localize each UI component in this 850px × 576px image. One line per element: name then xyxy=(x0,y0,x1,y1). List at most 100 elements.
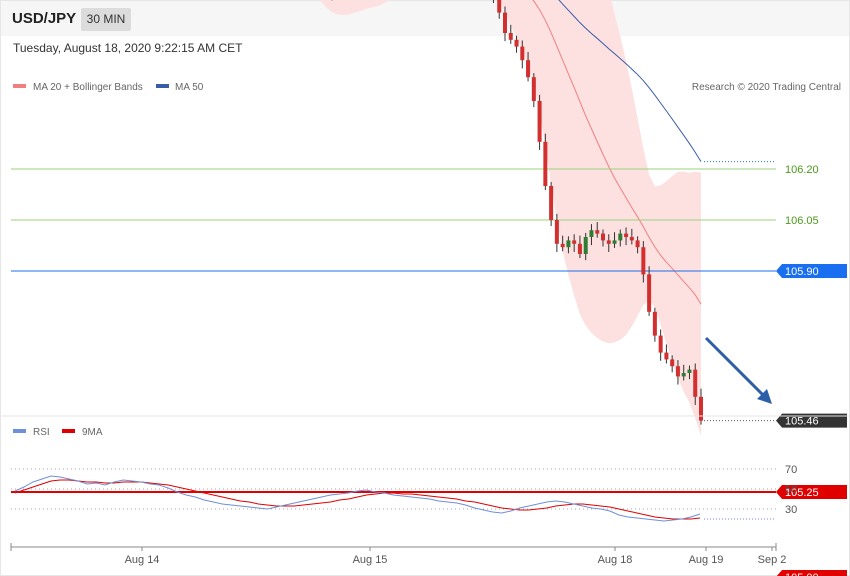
candle-body xyxy=(681,373,686,377)
rsi-legend-label: RSI xyxy=(33,427,50,438)
rsi-tick-label: 70 xyxy=(785,464,797,476)
candle xyxy=(520,40,525,69)
candle xyxy=(577,235,582,259)
candle-body xyxy=(543,141,548,186)
projection-arrow-shaft xyxy=(704,336,766,398)
ma20-line xyxy=(532,0,702,305)
last-price-label: 105.46 xyxy=(785,416,819,428)
candle xyxy=(508,24,513,44)
candle-body xyxy=(577,243,582,254)
bollinger-band xyxy=(319,0,701,436)
candle xyxy=(503,6,507,42)
candle xyxy=(681,364,686,381)
support-tag xyxy=(776,485,847,499)
candle xyxy=(514,35,519,53)
candle-body xyxy=(537,101,542,142)
candle-body xyxy=(560,243,565,248)
timeframe-button[interactable]: 30 MIN xyxy=(81,8,131,31)
candle-body xyxy=(520,46,525,61)
candle-body xyxy=(693,369,698,397)
candle xyxy=(549,181,554,227)
candle-body xyxy=(526,60,531,78)
rsi-tick-label: 30 xyxy=(785,504,797,516)
candle-body xyxy=(554,220,559,244)
candle-body xyxy=(589,230,594,237)
last-price-tag xyxy=(776,413,847,428)
rsi-ma-line xyxy=(14,479,701,520)
ma9-legend-label: 9MA xyxy=(82,427,103,438)
price-level-pivot: 105.90 xyxy=(11,264,847,278)
candle xyxy=(647,266,652,316)
candle-body xyxy=(618,233,623,241)
candle-body xyxy=(572,240,577,244)
candle xyxy=(537,94,542,150)
projection-arrow-head xyxy=(757,389,772,404)
support-label: 105.00 xyxy=(785,572,819,576)
candle xyxy=(601,229,605,247)
candle-body xyxy=(664,352,669,360)
x-axis-label: Aug 14 xyxy=(125,554,160,566)
candle-body xyxy=(629,237,634,241)
top-bar: USD/JPY 30 MIN xyxy=(1,1,849,36)
candle xyxy=(675,360,680,385)
candle xyxy=(641,241,646,283)
ma9-legend-swatch xyxy=(62,429,75,433)
ma50-legend-swatch xyxy=(156,84,169,88)
candle xyxy=(635,236,640,254)
price-level-support: 105.25 xyxy=(11,485,847,499)
candle xyxy=(589,224,594,246)
candle xyxy=(543,133,548,191)
candle-body xyxy=(658,335,663,353)
candle xyxy=(606,234,611,252)
candle xyxy=(560,235,565,252)
price-levels: 106.20 106.05 105.90 105.46 105.25 105.00 xyxy=(11,161,847,576)
pivot-label: 105.90 xyxy=(785,266,819,278)
candle xyxy=(583,232,588,261)
candle xyxy=(658,329,663,361)
candle-body xyxy=(641,247,646,275)
price-legend: MA 20 + Bollinger Bands MA 50 Research ©… xyxy=(13,82,841,93)
candle xyxy=(624,227,629,246)
rsi-grid: 70 50 30 xyxy=(11,464,797,520)
ma20-legend-label: MA 20 + Bollinger Bands xyxy=(33,82,143,93)
x-axis: Aug 14 Aug 15 Aug 18 Aug 19 Sep 2 xyxy=(10,543,787,566)
price-level-resistance: 106.05 xyxy=(11,215,819,227)
candle xyxy=(618,229,623,247)
ma50-legend-label: MA 50 xyxy=(175,82,204,93)
candle-body xyxy=(606,240,611,244)
credit-label: Research © 2020 Trading Central xyxy=(692,82,841,93)
x-axis-label: Aug 18 xyxy=(598,554,633,566)
candle-body xyxy=(514,39,519,47)
candle-body xyxy=(531,77,536,101)
candle xyxy=(497,0,502,19)
candle xyxy=(652,307,657,342)
candle xyxy=(526,52,531,82)
rsi-legend-swatch xyxy=(13,429,26,433)
chart-datetime: Tuesday, August 18, 2020 9:22:15 AM CET xyxy=(13,41,243,55)
candle xyxy=(664,344,669,364)
candle-body xyxy=(566,240,571,248)
resistance-label: 106.05 xyxy=(785,215,819,227)
ma50-line xyxy=(558,0,702,162)
rsi-legend: RSI 9MA xyxy=(13,427,103,438)
candle-body xyxy=(647,274,652,312)
x-axis-label: Aug 15 xyxy=(353,554,388,566)
price-level-last: 105.46 xyxy=(704,413,847,428)
candle-body xyxy=(583,237,588,254)
candle-body xyxy=(699,396,703,421)
candle xyxy=(612,232,617,248)
candle xyxy=(687,365,692,380)
price-level-support: 105.00 xyxy=(776,570,847,576)
support-label: 105.25 xyxy=(785,487,819,499)
candles xyxy=(331,0,703,425)
candle-body xyxy=(549,186,554,220)
candle-body xyxy=(612,240,617,244)
candle-body xyxy=(497,0,502,13)
candle-body xyxy=(601,233,605,241)
price-level-resistance: 106.20 xyxy=(11,164,819,176)
x-axis-label: Sep 2 xyxy=(758,554,787,566)
rsi-line xyxy=(14,475,701,522)
candle-body xyxy=(670,359,675,367)
candle xyxy=(693,363,698,405)
